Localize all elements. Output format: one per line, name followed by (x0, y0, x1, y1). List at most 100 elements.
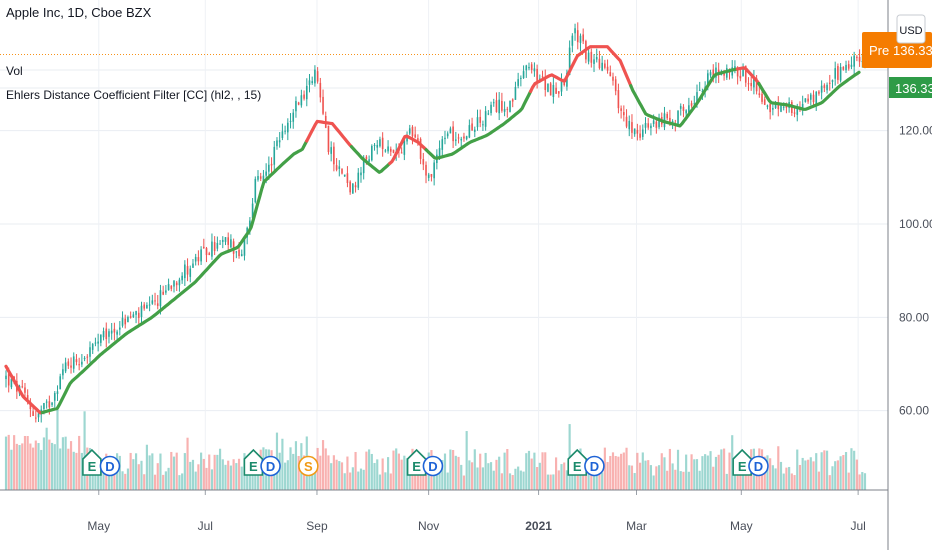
volume-bar (118, 455, 121, 490)
volume-bar (807, 459, 810, 490)
candle (837, 66, 839, 80)
volume-bar (690, 454, 693, 490)
volume-bar (609, 455, 612, 490)
volume-bar (208, 454, 211, 490)
candle (533, 68, 536, 72)
candle (330, 147, 332, 154)
volume-bar (817, 471, 821, 490)
dividend-marker[interactable]: D (748, 455, 769, 477)
candle (110, 330, 113, 334)
dividend-marker[interactable]: D (584, 455, 605, 477)
candle (251, 203, 254, 219)
x-tick-label: Jul (198, 519, 213, 533)
volume-bar (126, 468, 130, 490)
filter-line-up (629, 67, 740, 128)
event-marker-label: D (590, 459, 599, 474)
candle (224, 237, 227, 242)
volume-bar (224, 464, 227, 490)
candle (712, 69, 715, 79)
volume-bar (676, 449, 680, 490)
volume-bar (191, 459, 195, 490)
candle (625, 116, 628, 127)
volume-bar (663, 457, 666, 490)
candle (568, 47, 571, 75)
candle (763, 99, 766, 105)
volume-bar (660, 453, 663, 490)
volume-bar (202, 458, 205, 490)
volume-bar (319, 455, 322, 490)
candle (352, 183, 354, 194)
volume-bar (598, 464, 601, 490)
candle (823, 85, 826, 88)
candle (362, 157, 365, 174)
candle (460, 138, 463, 141)
candle (346, 173, 349, 184)
last-price-value: 136.33 (895, 81, 932, 96)
candle (186, 266, 189, 275)
candle (146, 305, 148, 309)
currency-button[interactable]: USD (896, 14, 926, 44)
candle (644, 122, 647, 128)
candle (227, 237, 230, 245)
candle (408, 128, 411, 134)
volume-bar (739, 472, 742, 490)
volume-bar (378, 474, 382, 490)
volume-bar (636, 452, 639, 490)
volume-bar (552, 474, 555, 490)
volume-bar (644, 460, 647, 490)
volume-bar (861, 472, 864, 490)
earnings-marker[interactable]: E (567, 448, 588, 476)
volume-bar (709, 451, 712, 490)
volume-bar (335, 459, 338, 490)
candle (620, 108, 622, 111)
candle (758, 93, 761, 96)
candle (257, 176, 259, 180)
candle (45, 401, 48, 403)
candle (636, 129, 639, 134)
candle (311, 81, 314, 83)
volume-bar (183, 453, 186, 490)
split-shape (298, 455, 319, 477)
volume-bar (584, 463, 587, 490)
dividend-marker[interactable]: D (260, 455, 281, 477)
earnings-marker[interactable]: E (406, 448, 427, 476)
candle (473, 129, 476, 132)
x-tick-label: Nov (418, 519, 439, 533)
candle (89, 347, 91, 357)
volume-bar (384, 472, 387, 490)
volume-bar (359, 468, 363, 490)
candle (587, 52, 590, 62)
candle (108, 331, 110, 337)
candle (804, 98, 807, 102)
volume-bar (706, 455, 709, 490)
volume-bar (170, 451, 173, 490)
volume-bar (825, 450, 829, 490)
volume-bar (273, 462, 276, 490)
split-marker[interactable]: S (298, 455, 319, 477)
dividend-marker[interactable]: D (422, 455, 444, 477)
dividend-shape (748, 455, 769, 477)
volume-bar (611, 452, 615, 490)
earnings-marker[interactable]: E (732, 448, 752, 476)
volume-bar (855, 459, 858, 490)
candle (522, 71, 525, 79)
dividend-marker[interactable]: D (99, 455, 121, 477)
candle (400, 152, 403, 154)
volume-bar (655, 466, 658, 490)
candle (349, 181, 351, 193)
volume-bar (617, 456, 620, 490)
volume-bar (571, 471, 574, 490)
candle (766, 105, 769, 107)
candle (517, 79, 519, 86)
candle (422, 159, 425, 165)
candle (482, 124, 484, 126)
candle (856, 56, 858, 58)
candle (265, 171, 267, 176)
candle (94, 342, 97, 344)
filter-line-down (388, 134, 428, 165)
candle (552, 85, 555, 98)
volume-bar (582, 466, 585, 490)
volume-bar (457, 456, 460, 490)
